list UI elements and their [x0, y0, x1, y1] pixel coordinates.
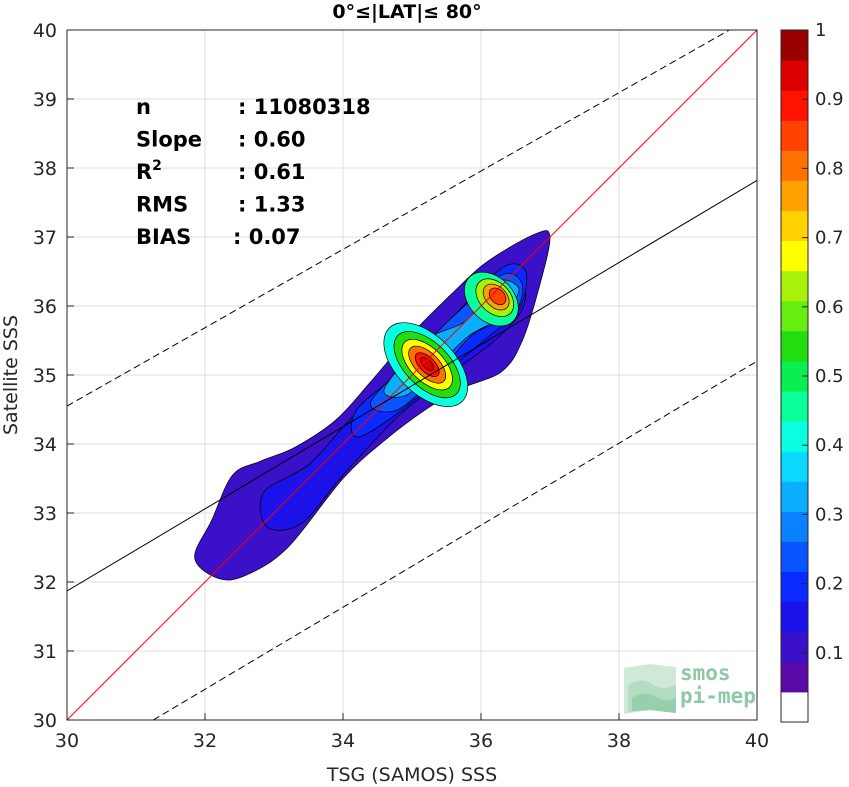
stat-value: : 1.33 — [238, 193, 306, 217]
y-axis: 30 31 32 33 34 35 36 37 38 39 40 — [33, 20, 74, 732]
colorbar-segment — [781, 180, 808, 212]
stat-value: : 0.61 — [238, 160, 306, 184]
contour-level-11 — [420, 357, 435, 371]
density-contours — [194, 230, 551, 581]
colorbar-segment — [781, 601, 808, 633]
logo: smos pi-mep — [624, 661, 756, 714]
colorbar-segment — [781, 240, 808, 272]
colorbar-label: 0.4 — [815, 435, 844, 456]
colorbar-segment — [781, 300, 808, 332]
colorbar-label: 0.2 — [815, 574, 844, 595]
colorbar-segment — [781, 691, 808, 723]
y-tick-label: 32 — [33, 572, 57, 594]
logo-text-pimep: pi-mep — [680, 684, 756, 708]
colorbar-segment — [781, 511, 808, 542]
colorbar-segment — [781, 150, 808, 181]
x-tick-label: 30 — [55, 730, 79, 752]
colorbar-segment — [781, 330, 808, 362]
colorbar-label: 0.5 — [815, 366, 844, 387]
colorbar-label: 0.3 — [815, 504, 844, 525]
logo-text-smos: smos — [680, 661, 731, 685]
stat-value: : 0.60 — [238, 128, 306, 152]
lower_bound-line — [152, 360, 757, 720]
colorbar-segment — [781, 30, 808, 61]
regression-line — [67, 179, 757, 592]
colorbar-label: 0.9 — [815, 89, 844, 110]
y-tick-label: 31 — [33, 641, 57, 663]
x-tick-label: 32 — [193, 730, 217, 752]
stat-label: n — [136, 95, 151, 119]
colorbar-label: 1 — [815, 20, 826, 41]
x-tick-label: 36 — [469, 730, 493, 752]
colorbar-segment — [781, 421, 808, 452]
colorbar-segment — [781, 391, 808, 422]
colorbar-label: 0.7 — [815, 228, 844, 249]
colorbar-label: 0.1 — [815, 643, 844, 664]
grid — [66, 29, 758, 721]
x-tick-label: 38 — [607, 730, 631, 752]
colorbar-segment — [781, 120, 808, 151]
colorbar-segment — [781, 60, 808, 91]
stat-label: Slope — [136, 128, 202, 152]
stat-label: RMS — [136, 193, 188, 217]
stat-value: : 0.07 — [233, 225, 301, 249]
y-tick-label: 39 — [33, 89, 57, 111]
colorbar-segment — [781, 631, 808, 663]
x-axis-label: TSG (SAMOS) SSS — [326, 764, 497, 786]
colorbar-segment — [781, 541, 808, 573]
x-tick-label: 40 — [745, 730, 769, 752]
colorbar-segment — [781, 90, 808, 121]
y-tick-label: 30 — [33, 710, 57, 732]
y-tick-label: 36 — [33, 296, 57, 318]
y-tick-label: 37 — [33, 227, 57, 249]
y-tick-label: 33 — [33, 503, 57, 525]
stat-value: : 11080318 — [238, 95, 371, 119]
y-tick-label: 38 — [33, 158, 57, 180]
contour-level-9b — [488, 287, 507, 306]
upper_bound-line — [67, 30, 730, 407]
reference-lines — [67, 30, 757, 720]
colorbar-segment — [781, 451, 808, 482]
y-tick-label: 40 — [33, 20, 57, 42]
x-axis: 30 32 34 36 38 40 — [55, 713, 769, 752]
identity-line — [67, 30, 757, 720]
colorbar-segment — [781, 661, 808, 693]
logo-graphic-icon — [624, 664, 676, 714]
y-axis-label: Satellite SSS — [0, 315, 22, 435]
x-tick-label: 34 — [331, 730, 355, 752]
colorbar-label: 0.8 — [815, 158, 844, 179]
y-tick-label: 35 — [33, 365, 57, 387]
colorbar: 0.1 0.2 0.3 0.4 0.5 0.6 0.7 0.8 0.9 1 — [780, 20, 844, 723]
colorbar-label: 0.6 — [815, 297, 844, 318]
stat-label: BIAS — [136, 225, 191, 249]
colorbar-segment — [781, 210, 808, 242]
y-tick-label: 34 — [33, 434, 57, 456]
colorbar-segment — [781, 270, 808, 302]
chart-title: 0°≤|LAT|≤ 80° — [332, 1, 481, 23]
colorbar-segment — [781, 481, 808, 512]
colorbar-segment — [781, 571, 808, 603]
